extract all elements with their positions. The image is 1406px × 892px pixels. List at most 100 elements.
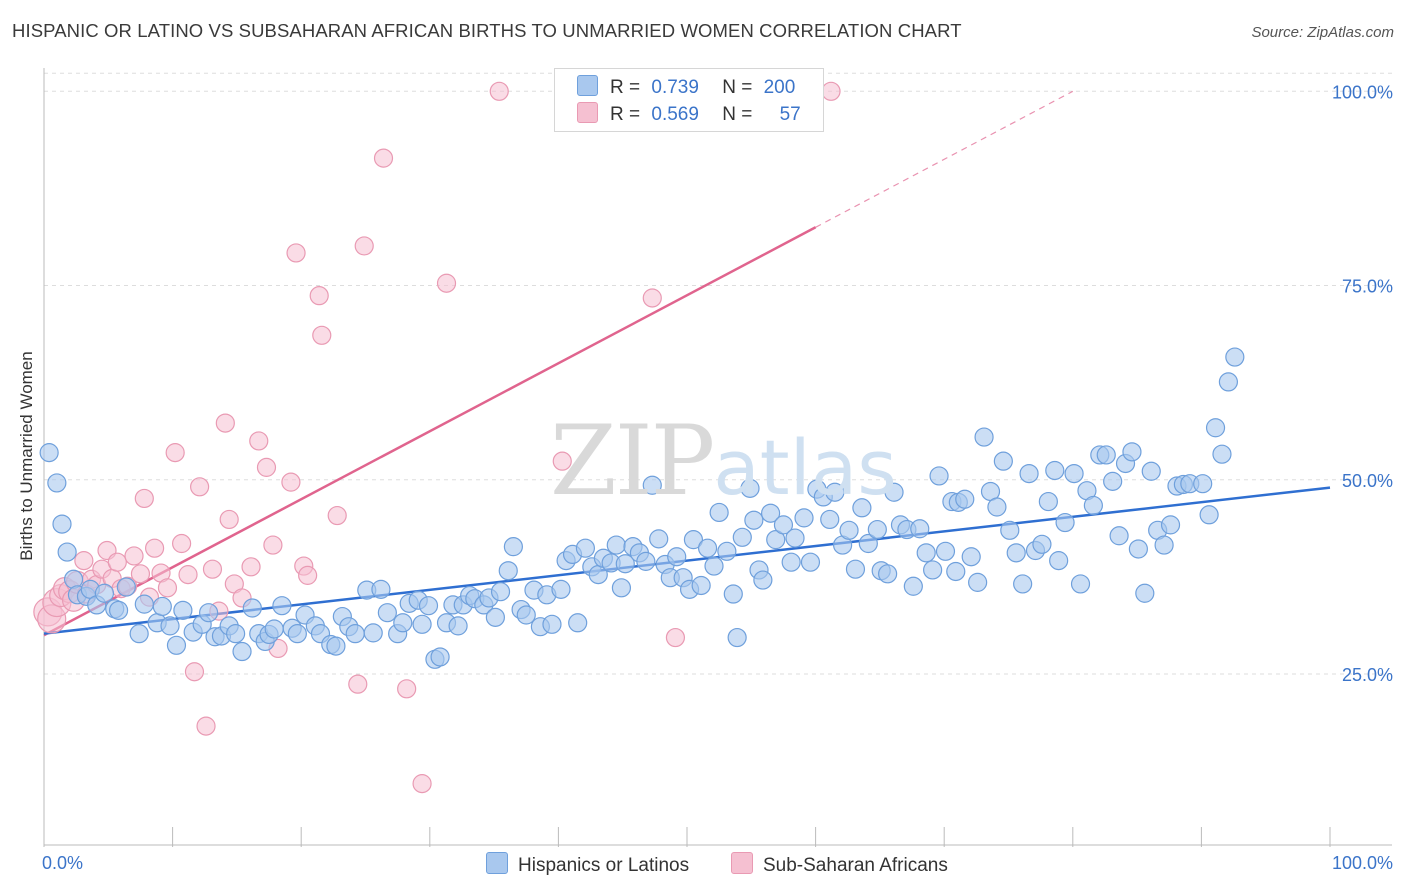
watermark: ZIPatlas bbox=[550, 405, 897, 517]
point-hispanic-77 bbox=[568, 613, 588, 633]
point-hispanic-65 bbox=[490, 582, 511, 602]
point-hispanic-58 bbox=[448, 616, 468, 636]
point-hispanic-178 bbox=[1205, 418, 1226, 438]
point-hispanic-114 bbox=[794, 508, 814, 528]
point-hispanic-136 bbox=[935, 541, 956, 561]
point-subsaharan-18 bbox=[124, 546, 144, 566]
point-hispanic-90 bbox=[649, 529, 669, 549]
point-hispanic-69 bbox=[516, 605, 536, 625]
y-tick-label-75: 75.0% bbox=[1342, 277, 1393, 297]
point-hispanic-153 bbox=[1038, 491, 1058, 512]
y-tick-label-50: 50.0% bbox=[1342, 471, 1393, 491]
y-tick-label-100: 100.0% bbox=[1332, 82, 1393, 102]
point-hispanic-97 bbox=[691, 575, 711, 596]
point-hispanic-122 bbox=[845, 559, 866, 579]
point-hispanic-78 bbox=[575, 538, 596, 558]
point-hispanic-67 bbox=[503, 537, 523, 557]
point-hispanic-53 bbox=[418, 596, 439, 616]
point-hispanic-32 bbox=[264, 619, 284, 639]
point-hispanic-84 bbox=[611, 578, 632, 598]
point-hispanic-158 bbox=[1070, 574, 1091, 594]
point-hispanic-33 bbox=[272, 596, 292, 616]
stats-r-label: R = bbox=[610, 104, 641, 125]
point-hispanic-150 bbox=[1019, 463, 1039, 484]
stats-box: R = 0.739 N = 200 R = 0.569 N = 57 bbox=[554, 68, 824, 132]
point-hispanic-64 bbox=[485, 607, 505, 627]
stats-n-label: N = bbox=[722, 104, 753, 125]
point-hispanic-99 bbox=[704, 556, 724, 576]
point-hispanic-143 bbox=[974, 427, 994, 447]
point-subsaharan-51 bbox=[373, 148, 394, 168]
point-hispanic-66 bbox=[498, 561, 518, 581]
stats-swatch-blue bbox=[577, 75, 598, 96]
point-hispanic-181 bbox=[1225, 347, 1245, 367]
stats-n-value: 200 bbox=[763, 77, 796, 98]
stats-r-value: 0.569 bbox=[651, 104, 699, 125]
point-hispanic-49 bbox=[393, 613, 413, 633]
point-hispanic-141 bbox=[961, 547, 981, 567]
stats-row-hispanic: R = 0.739 N = 200 bbox=[577, 75, 795, 101]
point-hispanic-110 bbox=[766, 530, 786, 550]
point-subsaharan-25 bbox=[165, 443, 185, 463]
trend-subsaharan-extension bbox=[815, 90, 1074, 228]
point-subsaharan-46 bbox=[309, 286, 329, 306]
watermark-atlas: atlas bbox=[713, 423, 897, 512]
point-hispanic-26 bbox=[226, 624, 246, 644]
point-subsaharan-40 bbox=[263, 535, 283, 555]
point-hispanic-125 bbox=[867, 519, 887, 540]
point-hispanic-179 bbox=[1212, 444, 1232, 464]
point-hispanic-147 bbox=[1000, 520, 1020, 540]
point-hispanic-180 bbox=[1218, 372, 1239, 392]
legend-item-subsaharan[interactable]: Sub-Saharan Africans bbox=[731, 852, 948, 877]
point-hispanic-111 bbox=[773, 515, 794, 535]
point-hispanic-167 bbox=[1128, 539, 1148, 559]
point-hispanic-52 bbox=[412, 614, 432, 634]
point-hispanic-145 bbox=[987, 497, 1007, 517]
point-subsaharan-47 bbox=[312, 325, 332, 345]
point-hispanic-43 bbox=[345, 624, 365, 644]
point-subsaharan-37 bbox=[241, 557, 261, 577]
stats-r-value: 0.739 bbox=[651, 77, 699, 98]
point-subsaharan-31 bbox=[202, 559, 223, 579]
y-tick-labels: 25.0% 50.0% 75.0% 100.0% bbox=[1332, 82, 1393, 685]
point-hispanic-154 bbox=[1045, 460, 1065, 481]
legend-swatch-pink bbox=[731, 852, 753, 874]
source-label: Source: ZipAtlas.com bbox=[1251, 24, 1394, 41]
point-hispanic-12 bbox=[116, 577, 136, 597]
point-hispanic-148 bbox=[1006, 543, 1026, 563]
trend-subsaharan bbox=[43, 226, 817, 637]
point-hispanic-163 bbox=[1103, 471, 1123, 491]
point-subsaharan-59 bbox=[821, 81, 841, 101]
point-subsaharan-19 bbox=[130, 564, 151, 584]
point-hispanic-27 bbox=[232, 641, 252, 662]
point-subsaharan-56 bbox=[552, 451, 572, 471]
point-hispanic-157 bbox=[1064, 463, 1084, 484]
point-hispanic-155 bbox=[1049, 551, 1069, 571]
point-hispanic-13 bbox=[129, 624, 149, 644]
legend-item-hispanics[interactable]: Hispanics or Latinos bbox=[486, 852, 689, 877]
x-tick-label-max: 100.0% bbox=[1332, 853, 1393, 873]
stats-r-label: R = bbox=[610, 77, 641, 98]
point-subsaharan-33 bbox=[215, 413, 235, 433]
point-hispanic-121 bbox=[839, 520, 859, 540]
point-hispanic-160 bbox=[1083, 495, 1103, 516]
point-hispanic-123 bbox=[852, 498, 872, 518]
point-hispanic-134 bbox=[923, 560, 943, 580]
point-hispanic-128 bbox=[884, 482, 904, 502]
point-hispanic-100 bbox=[709, 502, 729, 523]
point-hispanic-119 bbox=[825, 482, 845, 502]
point-hispanic-83 bbox=[606, 535, 626, 555]
point-subsaharan-22 bbox=[144, 538, 165, 558]
point-hispanic-19 bbox=[173, 600, 193, 620]
point-hispanic-88 bbox=[636, 551, 656, 571]
point-hispanic-112 bbox=[781, 552, 801, 572]
point-hispanic-146 bbox=[993, 451, 1013, 471]
x-tick-label-min: 0.0% bbox=[42, 853, 83, 873]
point-hispanic-98 bbox=[697, 538, 718, 558]
point-hispanic-73 bbox=[542, 614, 562, 634]
point-hispanic-104 bbox=[732, 527, 752, 547]
point-subsaharan-20 bbox=[134, 488, 154, 509]
point-hispanic-101 bbox=[717, 541, 737, 561]
point-hispanic-172 bbox=[1160, 515, 1181, 535]
point-hispanic-142 bbox=[968, 572, 988, 592]
